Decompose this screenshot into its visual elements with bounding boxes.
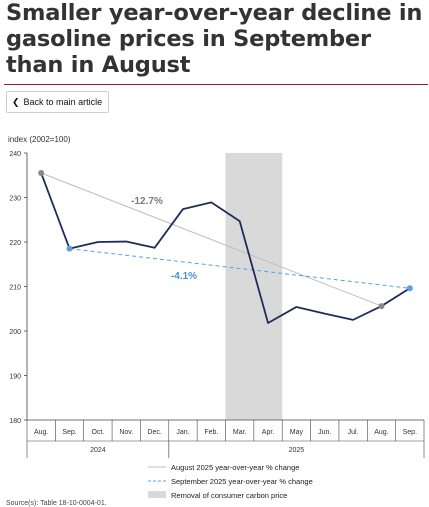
data-point-marker — [378, 303, 385, 310]
carbon-price-removal-shading — [225, 153, 283, 420]
data-point-marker — [66, 245, 73, 252]
y-tick-label: 190 — [9, 374, 21, 381]
data-point-marker — [38, 170, 45, 177]
data-point-marker — [406, 285, 413, 292]
page-title: Smaller year-over-year decline in gasoli… — [6, 0, 423, 78]
x-tick-label: Jun. — [318, 429, 331, 436]
y-axis-label: index (2002=100) — [8, 135, 71, 144]
y-tick-label: 200 — [9, 329, 21, 336]
x-tick-label: Oct. — [91, 429, 104, 436]
august-comparison-line — [40, 172, 382, 307]
x-tick-label: Nov. — [119, 429, 133, 436]
gasoline-index-line — [40, 172, 411, 324]
source-note: Source(s): Table 18-10-0004-01. — [6, 500, 107, 507]
august-change-label: -12.7% — [131, 196, 163, 207]
september-change-label: -4.1% — [171, 271, 197, 282]
title-divider — [4, 84, 428, 85]
year-label: 2024 — [90, 447, 106, 454]
back-to-main-article-button[interactable]: ❮ Back to main article — [6, 91, 110, 113]
september-comparison-line — [69, 248, 410, 289]
y-tick-label: 210 — [9, 285, 21, 292]
x-tick-label: Aug. — [34, 429, 48, 436]
y-tick-label: 180 — [9, 418, 21, 425]
x-tick-label: Sep. — [403, 429, 417, 436]
x-tick-label: Jan. — [176, 429, 189, 436]
legend-swatch-shading — [148, 491, 166, 498]
y-tick-label: 220 — [9, 240, 21, 247]
x-tick-label: Feb. — [204, 429, 218, 436]
back-button-label: Back to main article — [23, 97, 103, 107]
y-tick-label: 230 — [9, 196, 21, 203]
year-label: 2025 — [289, 447, 305, 454]
legend-label-september: September 2025 year-over-year % change — [171, 477, 313, 486]
x-tick-label: Sep. — [62, 429, 76, 436]
y-tick-label: 240 — [9, 151, 21, 158]
x-tick-label: Aug. — [374, 429, 388, 436]
x-tick-label: Jul. — [348, 429, 359, 436]
x-tick-label: Apr. — [262, 429, 275, 436]
x-tick-label: Dec. — [147, 429, 161, 436]
legend-label-august: August 2025 year-over-year % change — [171, 463, 299, 472]
chevron-left-icon: ❮ — [12, 97, 20, 107]
legend-label-shading: Removal of consumer carbon price — [171, 491, 287, 500]
x-tick-label: May — [290, 429, 304, 436]
x-tick-label: Mar. — [233, 429, 247, 436]
